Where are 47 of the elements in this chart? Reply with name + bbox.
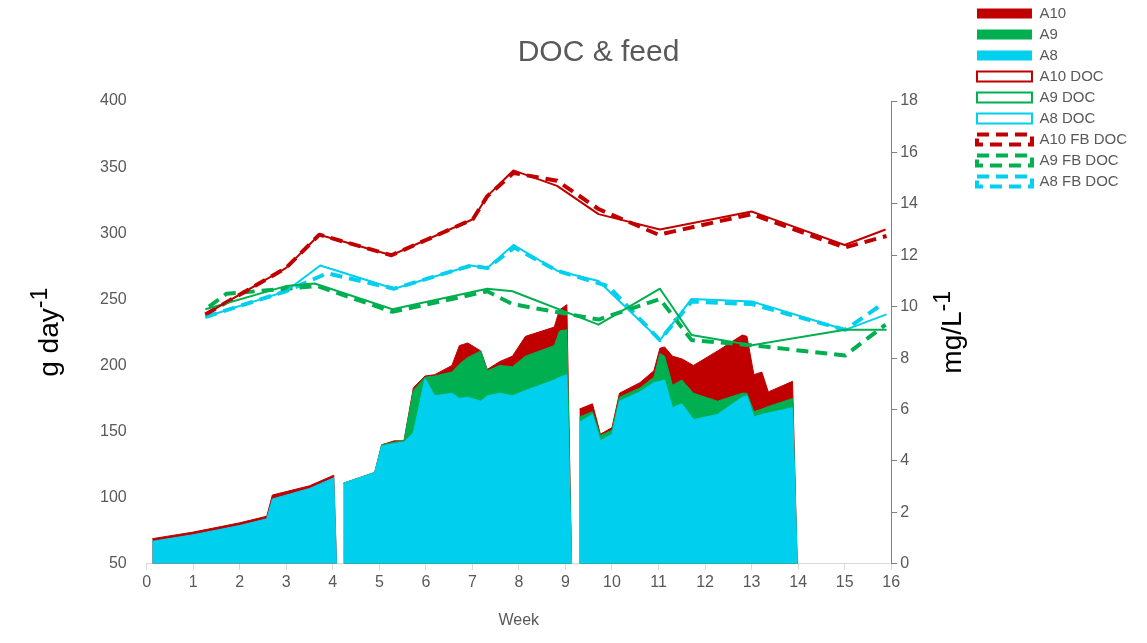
y2-tick-label: 10	[900, 297, 919, 315]
x-tick-label: 8	[514, 572, 524, 590]
y-tick-label: 300	[99, 223, 127, 241]
x-tick-label: 0	[142, 572, 152, 590]
x-tick-label: 4	[328, 572, 338, 590]
x-tick-label: 5	[374, 572, 384, 590]
y2-tick-label: 8	[900, 348, 910, 366]
legend-label: A8 DOC	[1039, 108, 1096, 126]
y2-tick-label: 14	[900, 194, 919, 212]
y2-tick-label: 4	[900, 451, 910, 469]
legend-label: A9 DOC	[1039, 87, 1096, 105]
legend-label: A8	[1039, 45, 1058, 63]
y-tick-label: 150	[99, 421, 127, 439]
y2-tick-label: 0	[900, 554, 910, 572]
x-tick-label: 2	[235, 572, 245, 590]
x-tick-label: 10	[603, 572, 621, 590]
x-axis-title: Week	[498, 610, 540, 629]
legend-label: A10 DOC	[1039, 66, 1104, 84]
x-tick-label: 9	[561, 572, 571, 590]
x-tick-label: 1	[188, 572, 198, 590]
x-tick-label: 11	[650, 572, 667, 590]
legend-label: A10	[1039, 3, 1067, 21]
y-tick-label: 100	[99, 488, 127, 506]
y-tick-label: 350	[99, 157, 127, 175]
y2-tick-label: 16	[900, 142, 919, 160]
y2-tick-label: 18	[900, 91, 919, 109]
y-tick-label: 250	[99, 289, 127, 307]
y2-tick-label: 2	[900, 502, 910, 520]
y-tick-label: 200	[99, 355, 127, 373]
line-series	[207, 284, 888, 358]
x-tick-label: 6	[421, 572, 431, 590]
legend-label: A9	[1039, 24, 1058, 42]
legend-label: A10 FB DOC	[1039, 129, 1128, 147]
chart-title: DOC & feed	[517, 34, 680, 68]
y-tick-label: 50	[108, 554, 127, 572]
y2-tick-label: 6	[900, 399, 910, 417]
legend-label: A8 FB DOC	[1039, 171, 1119, 189]
y2-tick-label: 12	[900, 245, 919, 263]
x-tick-label: 12	[696, 572, 715, 590]
x-tick-label: 14	[789, 572, 808, 590]
y-tick-label: 400	[99, 91, 127, 109]
x-tick-label: 16	[882, 572, 901, 590]
x-tick-label: 3	[281, 572, 291, 590]
x-tick-label: 13	[742, 572, 761, 590]
legend-label: A9 FB DOC	[1039, 150, 1119, 168]
x-tick-label: 15	[835, 572, 854, 590]
x-tick-label: 7	[467, 572, 477, 590]
